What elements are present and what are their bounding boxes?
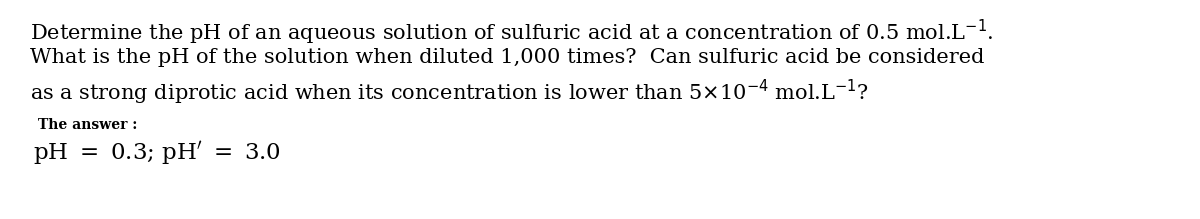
Text: Determine the pH of an aqueous solution of sulfuric acid at a concentration of 0: Determine the pH of an aqueous solution …	[30, 18, 994, 47]
Text: pH $=$ 0.3; pH$'$ $=$ 3.0: pH $=$ 0.3; pH$'$ $=$ 3.0	[34, 140, 281, 168]
Text: What is the pH of the solution when diluted 1,000 times?  Can sulfuric acid be c: What is the pH of the solution when dilu…	[30, 48, 984, 67]
Text: The answer :: The answer :	[38, 118, 137, 132]
Text: as a strong diprotic acid when its concentration is lower than 5$\times$10$^{-4}: as a strong diprotic acid when its conce…	[30, 78, 869, 107]
